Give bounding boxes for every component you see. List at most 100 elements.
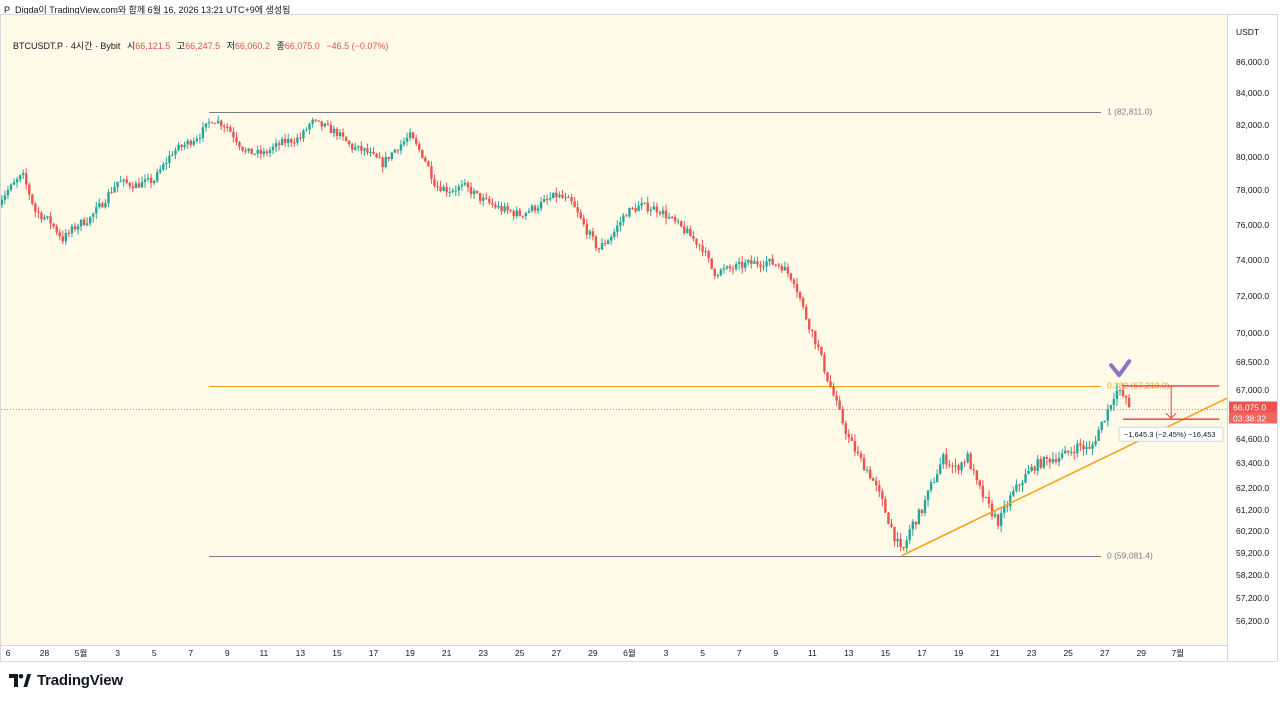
- candle-body: [856, 451, 860, 454]
- candle-body: [439, 186, 442, 192]
- x-tick-label: 3: [664, 648, 669, 658]
- candle-body: [1012, 491, 1015, 496]
- candle-body: [853, 441, 857, 452]
- candle-body: [1076, 443, 1079, 454]
- symbol-label[interactable]: BTCUSDT.P · 4시간 · Bybit: [13, 41, 121, 51]
- candle-body: [948, 464, 951, 466]
- candle-body: [625, 215, 628, 217]
- x-tick-label: 29: [588, 648, 598, 658]
- candle-body: [518, 210, 521, 216]
- candle-body: [146, 178, 150, 180]
- candle-body: [798, 292, 802, 299]
- candle-body: [549, 198, 552, 200]
- candle-body: [923, 500, 927, 513]
- candle-body: [3, 195, 7, 200]
- candle-body: [707, 251, 710, 259]
- candle-body: [372, 151, 375, 154]
- candle-body: [152, 180, 156, 184]
- candle-body: [634, 208, 637, 212]
- candle-body: [945, 454, 948, 465]
- candle-body: [1070, 451, 1073, 453]
- close-value: 66,075.0: [284, 41, 320, 51]
- candle-body: [302, 130, 305, 139]
- candle-body: [823, 354, 826, 373]
- candle-body: [259, 149, 263, 155]
- candle-body: [15, 179, 19, 183]
- candle-body: [567, 196, 570, 198]
- candle-body: [1085, 446, 1088, 450]
- x-tick-label: 25: [515, 648, 525, 658]
- candle-body: [622, 215, 625, 223]
- candle-body: [418, 143, 421, 150]
- y-tick-label: 78,000.0: [1236, 185, 1269, 195]
- candle-body: [613, 231, 616, 237]
- y-tick-label: 67,000.0: [1236, 385, 1269, 395]
- tradingview-brand: TradingView: [37, 672, 123, 689]
- candle-body: [643, 202, 646, 204]
- candle-body: [975, 470, 978, 481]
- candle-body: [250, 148, 253, 155]
- candles-group: [1, 115, 1131, 553]
- candle-body: [232, 131, 235, 138]
- candle-body: [811, 329, 814, 332]
- candle-body: [89, 216, 92, 224]
- candle-body: [469, 187, 473, 195]
- candle-body: [546, 199, 549, 201]
- candle-body: [168, 155, 171, 163]
- chart-area[interactable]: 86,000.0 84,000.0 82,000.0 80,000.0 78,000.0…: [0, 14, 1278, 662]
- tradingview-logo[interactable]: TradingView: [9, 672, 123, 689]
- candle-body: [689, 228, 692, 237]
- candle-body: [695, 238, 698, 245]
- price-chart[interactable]: 86,000.0 84,000.0 82,000.0 80,000.0 78,000.0…: [1, 15, 1277, 661]
- candle-body: [792, 279, 796, 284]
- candle-body: [104, 203, 107, 208]
- x-tick-label: 27: [1100, 648, 1110, 658]
- candle-body: [960, 462, 963, 471]
- low-value: 66,060.2: [234, 41, 270, 51]
- candle-body: [140, 181, 144, 188]
- candle-body: [926, 490, 930, 501]
- candle-body: [875, 480, 878, 486]
- currency-label: USDT: [1236, 27, 1259, 37]
- candle-body: [902, 547, 905, 549]
- x-tick-label: 7: [188, 648, 193, 658]
- candle-body: [1073, 451, 1076, 454]
- candle-body: [1018, 484, 1021, 486]
- candle-body: [1051, 459, 1055, 463]
- candle-body: [713, 268, 716, 277]
- candle-body: [835, 395, 838, 401]
- candle-body: [579, 212, 582, 219]
- candle-body: [283, 138, 287, 144]
- candle-body: [1106, 408, 1109, 421]
- candle-body: [95, 207, 98, 214]
- candle-body: [521, 215, 525, 217]
- x-tick-label: 6월: [623, 648, 636, 658]
- candle-body: [156, 172, 159, 181]
- candle-body: [762, 266, 765, 268]
- candle-body: [55, 226, 58, 233]
- x-tick-label: 5: [152, 648, 157, 658]
- candle-body: [241, 146, 244, 151]
- candle-body: [631, 208, 634, 210]
- x-tick-label: 28: [40, 648, 50, 658]
- candle-body: [701, 245, 704, 252]
- candle-body: [323, 123, 326, 127]
- candle-body: [878, 485, 881, 492]
- last-price-value: 66,075.0: [1233, 403, 1266, 413]
- candle-body: [896, 538, 899, 542]
- candle-body: [451, 190, 454, 192]
- candle-body: [472, 190, 476, 195]
- candle-body: [329, 124, 333, 134]
- candle-body: [125, 179, 128, 183]
- candle-body: [719, 269, 723, 276]
- candle-body: [780, 265, 783, 271]
- candle-body: [34, 203, 37, 212]
- candle-body: [223, 126, 226, 128]
- candle-body: [673, 217, 677, 222]
- candle-body: [890, 523, 893, 527]
- candle-body: [70, 226, 74, 234]
- candle-body: [1082, 445, 1085, 450]
- candle-body: [786, 266, 790, 274]
- candle-body: [981, 485, 985, 498]
- candle-body: [966, 453, 969, 463]
